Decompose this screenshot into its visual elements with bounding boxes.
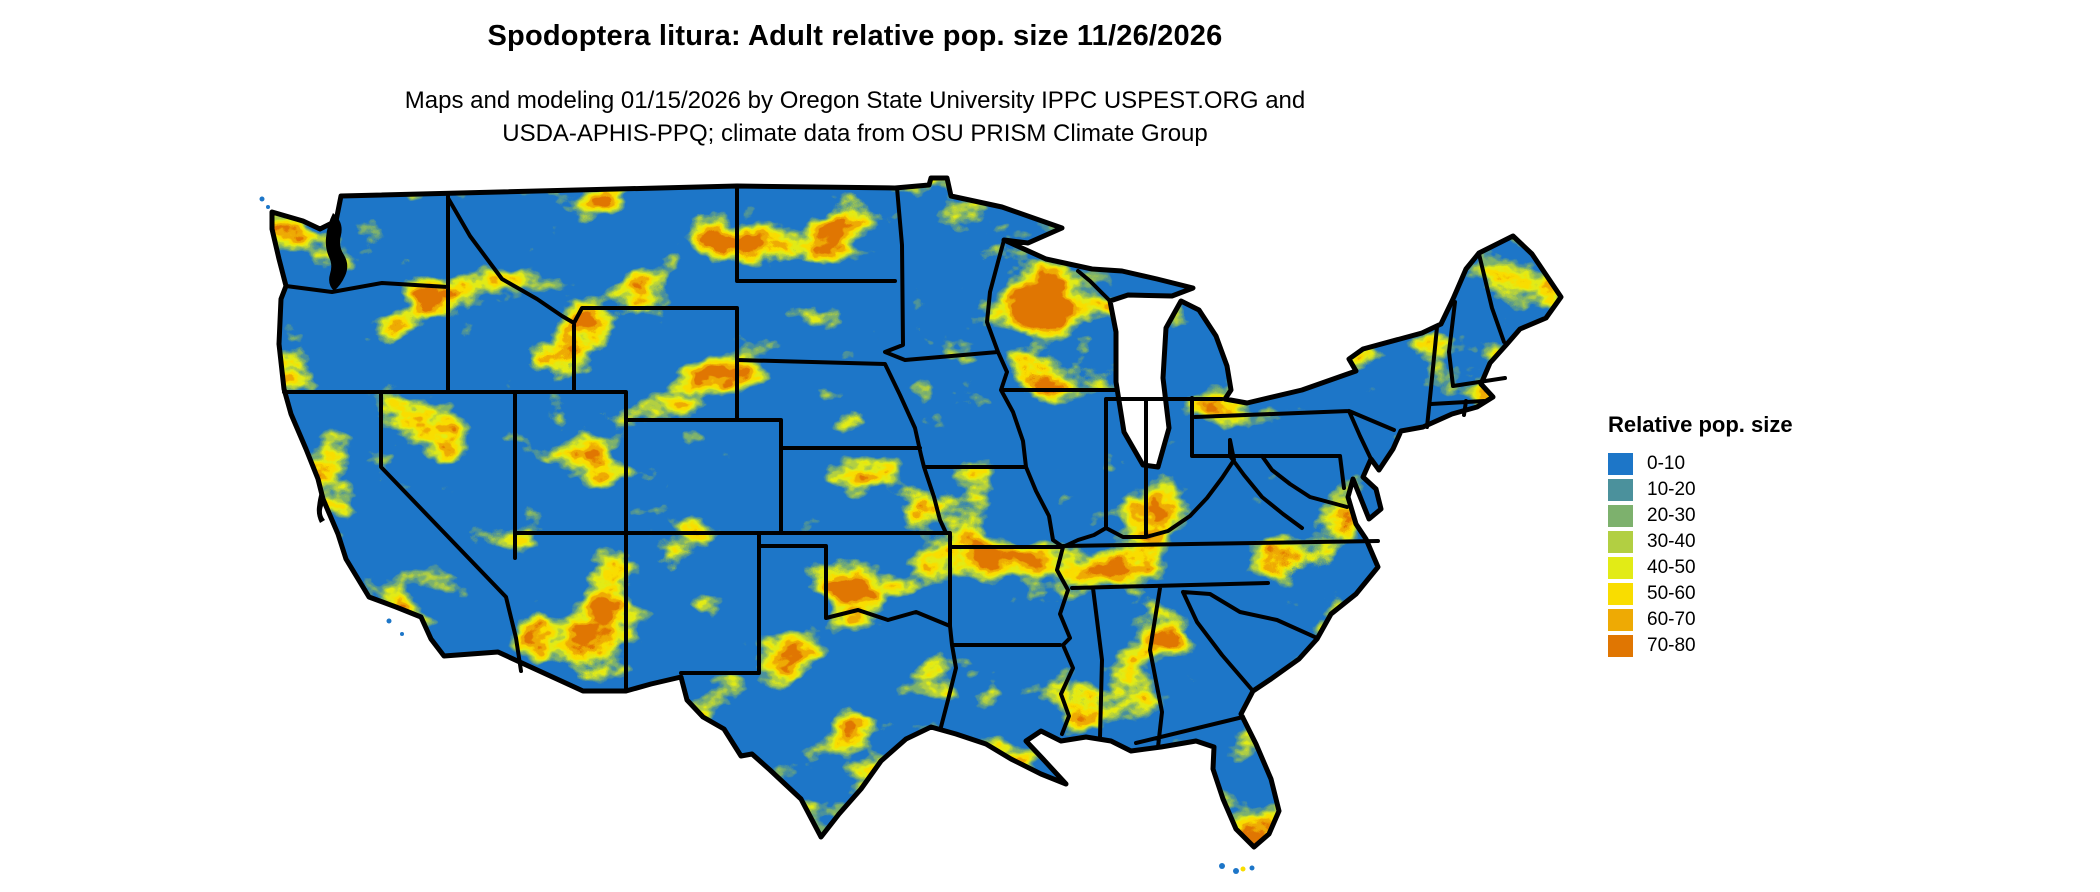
- florida-keys-dot: [1240, 866, 1246, 872]
- subtitle-line-2: USDA-APHIS-PPQ; climate data from OSU PR…: [502, 120, 1208, 147]
- legend-label: 20-30: [1647, 505, 1696, 526]
- legend-row: 30-40: [1608, 529, 1793, 555]
- legend-label: 0-10: [1647, 453, 1686, 474]
- legend-label: 70-80: [1647, 635, 1696, 656]
- legend-swatch-30-40: [1608, 531, 1633, 553]
- legend-row: 0-10: [1608, 451, 1793, 477]
- legend-row: 40-50: [1608, 555, 1793, 581]
- legend-swatch-0-10: [1608, 453, 1633, 475]
- florida-keys-dot: [1219, 863, 1225, 869]
- page-title: Spodoptera litura: Adult relative pop. s…: [487, 20, 1223, 52]
- legend-row: 50-60: [1608, 581, 1793, 607]
- legend: Relative pop. size 0-10 10-20 20-30 30-40 40…: [1608, 412, 1793, 659]
- legend-swatch-50-60: [1608, 583, 1633, 605]
- legend-row: 60-70: [1608, 607, 1793, 633]
- florida-keys-dot: [1233, 868, 1239, 874]
- subtitle-line-1: Maps and modeling 01/15/2026 by Oregon S…: [404, 87, 1306, 114]
- legend-label: 50-60: [1647, 583, 1696, 604]
- legend-swatch-40-50: [1608, 557, 1633, 579]
- legend-row: 70-80: [1608, 633, 1793, 659]
- legend-label: 60-70: [1647, 609, 1696, 630]
- sf-bay-inlet: [316, 492, 325, 523]
- legend-rows: 0-10 10-20 20-30 30-40 40-50 50-60 60-70 70-80: [1608, 451, 1793, 659]
- legend-row: 20-30: [1608, 503, 1793, 529]
- channel-island-dot: [386, 618, 392, 624]
- legend-row: 10-20: [1608, 477, 1793, 503]
- legend-swatch-10-20: [1608, 479, 1633, 501]
- legend-label: 40-50: [1647, 557, 1696, 578]
- coastal-island-dot: [266, 205, 270, 209]
- coastal-island-dot: [259, 196, 265, 202]
- legend-label: 30-40: [1647, 531, 1696, 552]
- florida-keys-dot: [1249, 865, 1255, 871]
- puget-sound-inlet: [325, 213, 348, 291]
- page-subtitle: Maps and modeling 01/15/2026 by Oregon S…: [0, 84, 1710, 150]
- legend-title: Relative pop. size: [1608, 412, 1793, 437]
- legend-swatch-70-80: [1608, 635, 1633, 657]
- channel-island-dot: [400, 632, 404, 636]
- legend-swatch-20-30: [1608, 505, 1633, 527]
- legend-swatch-60-70: [1608, 609, 1633, 631]
- legend-label: 10-20: [1647, 479, 1696, 500]
